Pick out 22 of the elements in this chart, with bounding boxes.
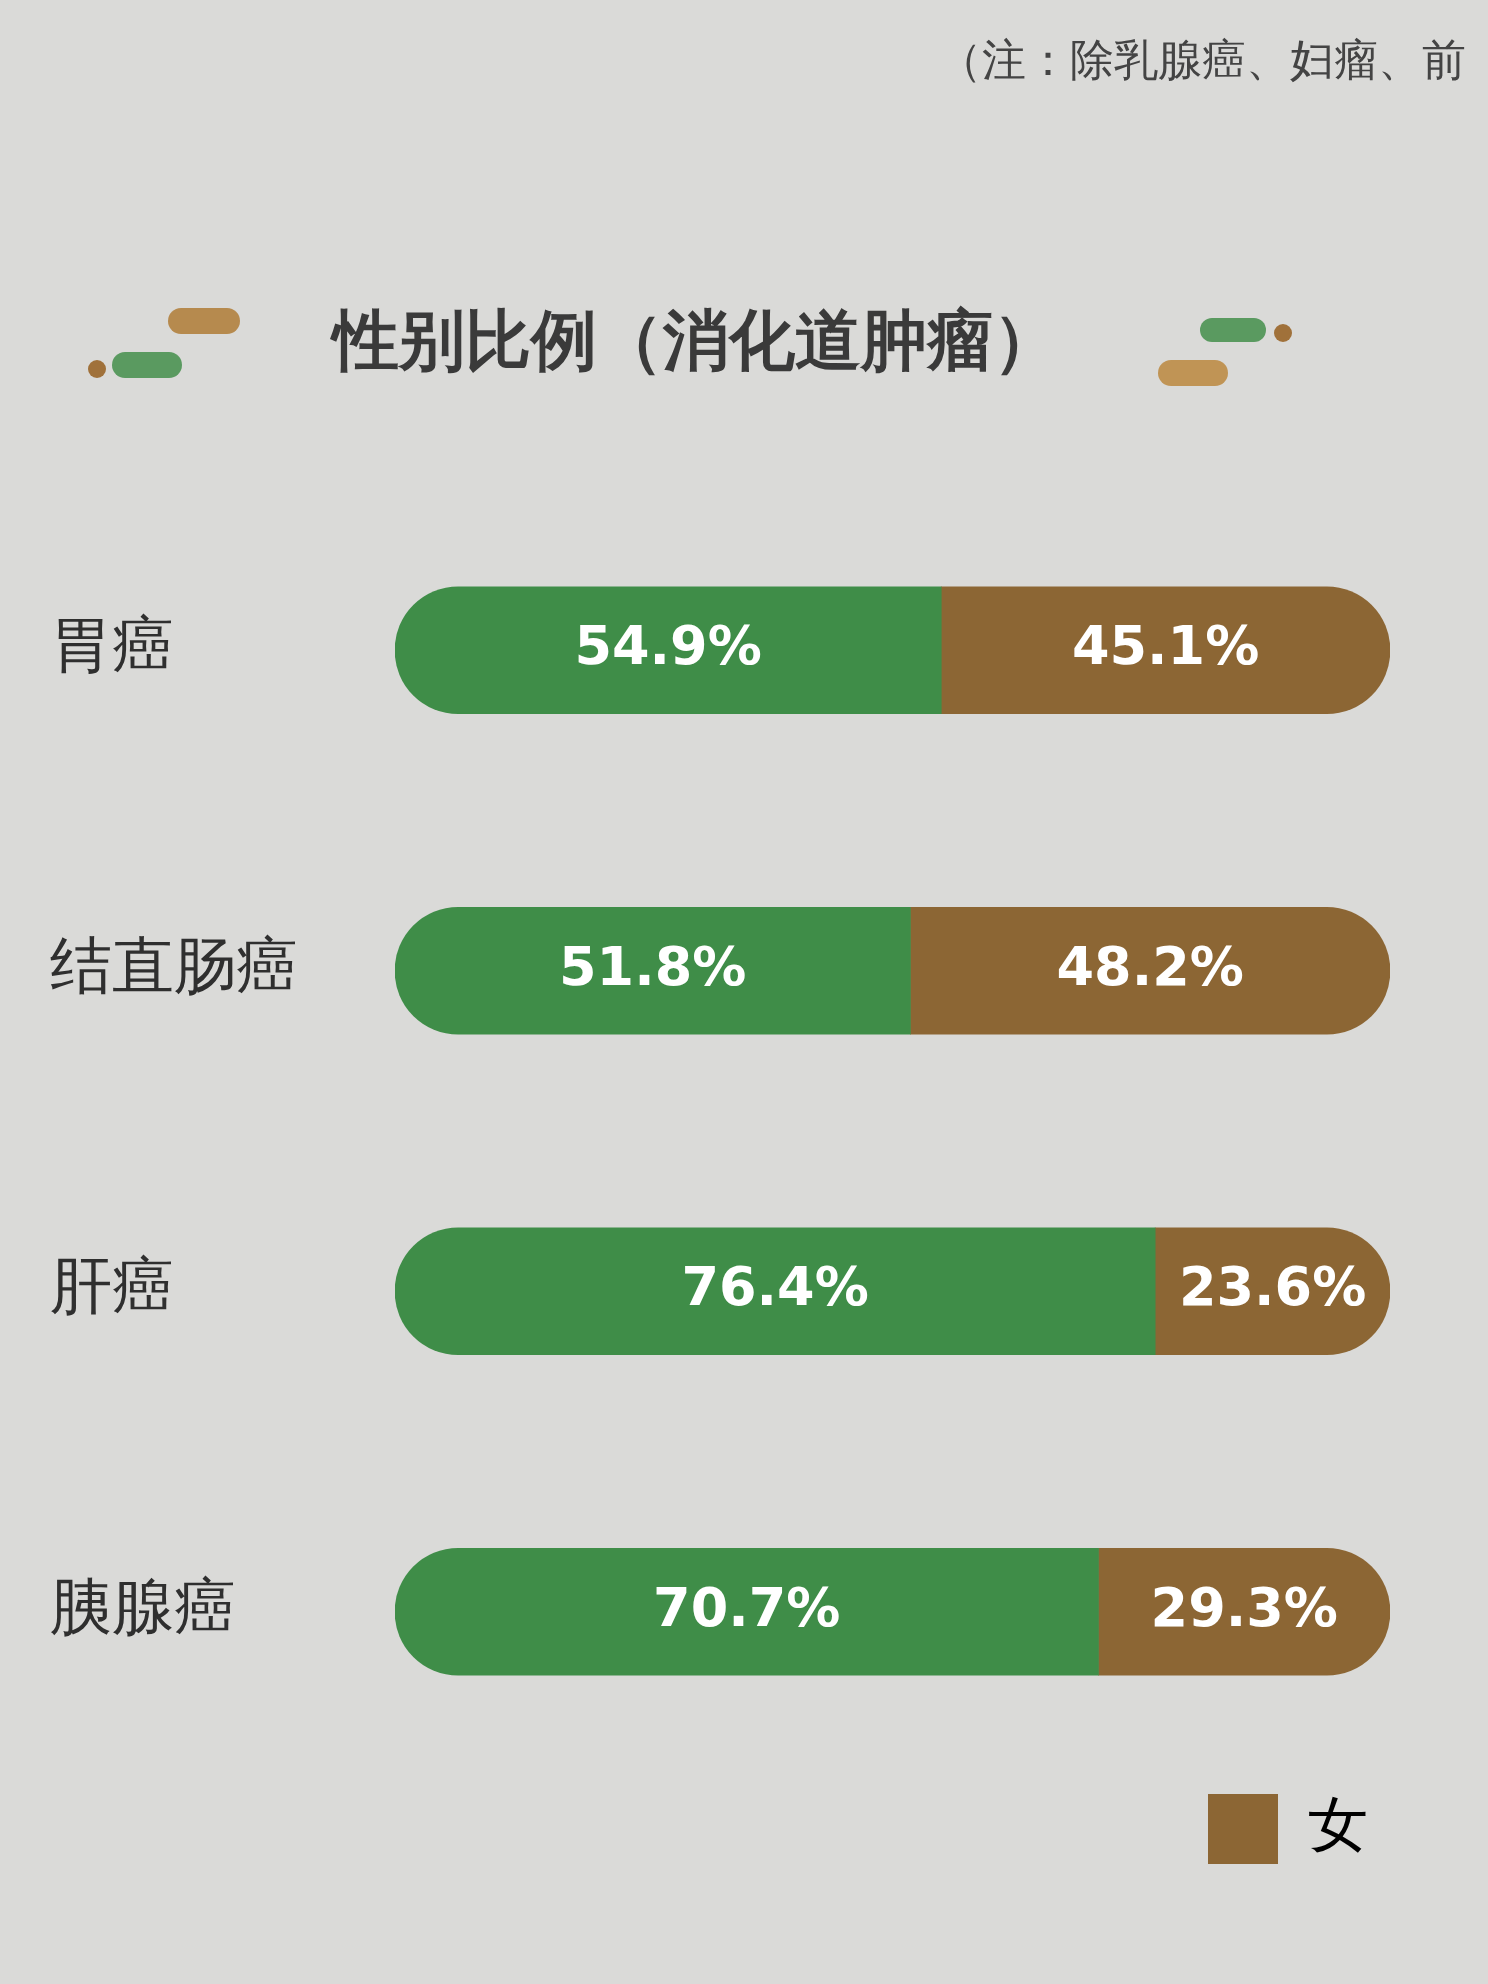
y-tick-label: 胰腺癌 [50, 1569, 236, 1643]
data-label: 51.8% [559, 934, 747, 998]
data-label: 23.6% [1178, 1255, 1367, 1319]
bar [910, 906, 1390, 1035]
text: （注：除乳腺癌、妇瘤、前 [938, 34, 1466, 86]
bar [1098, 1547, 1390, 1676]
bar [395, 1227, 1156, 1356]
bar [395, 906, 911, 1035]
data-label: 29.3% [1150, 1575, 1338, 1639]
data-label: 48.2% [1056, 934, 1244, 998]
bar [395, 1547, 1099, 1676]
legend-label: 女 [1308, 1788, 1368, 1859]
bar [940, 586, 1390, 715]
y-tick-label: 肝癌 [50, 1249, 174, 1323]
y-tick-label: 结直肠癌 [50, 928, 298, 1002]
data-label: 70.7% [653, 1575, 841, 1639]
bar [395, 586, 942, 715]
y-tick-label: 胃癌 [50, 608, 174, 682]
chart-title: 性别比例（消化道肿瘤） [329, 302, 1059, 380]
data-label: 45.1% [1071, 614, 1260, 678]
data-label: 54.9% [574, 614, 762, 678]
data-label: 76.4% [681, 1255, 869, 1319]
